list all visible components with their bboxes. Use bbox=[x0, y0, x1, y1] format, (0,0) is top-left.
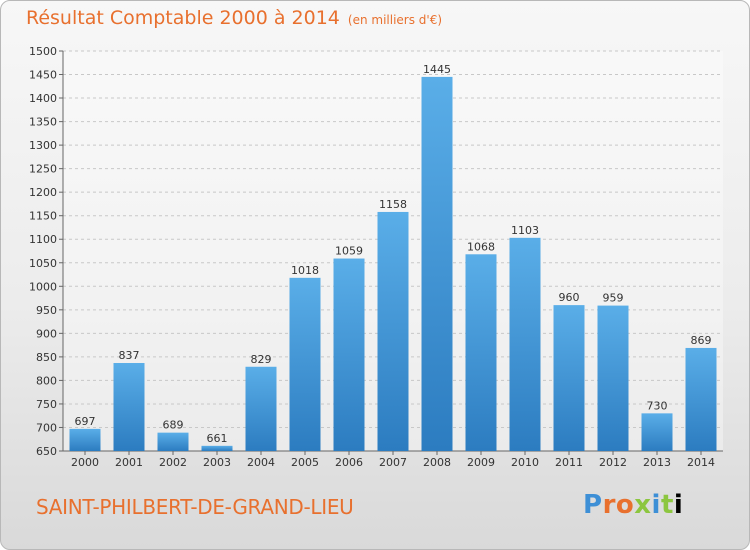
x-tick-label: 2013 bbox=[643, 456, 671, 469]
chart-title: Résultat Comptable 2000 à 2014 (en millie… bbox=[26, 7, 442, 29]
y-tick-label: 750 bbox=[36, 398, 57, 411]
x-tick-label: 2009 bbox=[467, 456, 495, 469]
bar bbox=[685, 347, 717, 451]
y-tick-label: 900 bbox=[36, 327, 57, 340]
y-tick-label: 850 bbox=[36, 351, 57, 364]
data-label: 689 bbox=[163, 419, 184, 432]
commune-name: SAINT-PHILBERT-DE-GRAND-LIEU bbox=[36, 495, 354, 519]
y-tick-label: 1150 bbox=[29, 210, 57, 223]
bar bbox=[289, 277, 321, 451]
y-tick-label: 950 bbox=[36, 304, 57, 317]
data-label: 661 bbox=[207, 432, 228, 445]
y-tick-label: 1250 bbox=[29, 163, 57, 176]
y-tick-label: 1500 bbox=[29, 45, 57, 58]
data-label: 1068 bbox=[467, 240, 495, 253]
bar bbox=[465, 254, 497, 451]
data-label: 959 bbox=[603, 292, 624, 305]
logo-letter: t bbox=[660, 490, 674, 520]
data-label: 960 bbox=[559, 291, 580, 304]
y-tick-label: 1300 bbox=[29, 139, 57, 152]
data-label: 697 bbox=[75, 415, 96, 428]
x-axis: 2000 2001 2002 2003 2004 2005 2006 2007 2008 2009… bbox=[63, 450, 723, 469]
logo-letter: i bbox=[673, 490, 684, 520]
data-label: 1158 bbox=[379, 198, 407, 211]
x-tick-label: 2001 bbox=[115, 456, 143, 469]
x-tick-label: 2011 bbox=[555, 456, 583, 469]
y-tick-label: 1050 bbox=[29, 257, 57, 270]
logo-letter: P bbox=[583, 490, 603, 520]
data-label: 1103 bbox=[511, 224, 539, 237]
logo-letter: o bbox=[615, 490, 635, 520]
x-tick-label: 2012 bbox=[599, 456, 627, 469]
bar bbox=[157, 432, 189, 451]
y-tick-label: 1350 bbox=[29, 116, 57, 129]
bar bbox=[113, 363, 145, 451]
y-tick-label: 1450 bbox=[29, 69, 57, 82]
data-label: 837 bbox=[119, 349, 140, 362]
x-tick-label: 2007 bbox=[379, 456, 407, 469]
bar bbox=[333, 258, 365, 451]
logo-letter: x bbox=[634, 490, 652, 520]
bar bbox=[509, 237, 541, 451]
data-label: 869 bbox=[691, 334, 712, 347]
chart-unit: (en milliers d'€) bbox=[347, 13, 443, 27]
x-tick-label: 2006 bbox=[335, 456, 363, 469]
y-tick-label: 1400 bbox=[29, 92, 57, 105]
data-label: 1018 bbox=[291, 264, 319, 277]
logo-letter: r bbox=[602, 490, 616, 520]
x-tick-label: 2014 bbox=[687, 456, 715, 469]
x-tick-label: 2002 bbox=[159, 456, 187, 469]
bar bbox=[245, 366, 277, 451]
y-axis: 650 700 750 800 850 900 950 1000 1050 1100 1150 120… bbox=[29, 45, 64, 458]
data-label: 829 bbox=[251, 353, 272, 366]
x-tick-label: 2003 bbox=[203, 456, 231, 469]
y-tick-label: 700 bbox=[36, 421, 57, 434]
x-tick-label: 2008 bbox=[423, 456, 451, 469]
y-tick-label: 800 bbox=[36, 374, 57, 387]
bar bbox=[641, 413, 673, 451]
bar bbox=[553, 305, 585, 451]
y-tick-label: 1200 bbox=[29, 186, 57, 199]
x-tick-label: 2004 bbox=[247, 456, 275, 469]
bar bbox=[201, 445, 233, 451]
x-tick-label: 2010 bbox=[511, 456, 539, 469]
data-labels: 697 837 689 661 829 1018 1059 1158 1445 1068 1103 9… bbox=[75, 63, 712, 445]
x-tick-label: 2000 bbox=[71, 456, 99, 469]
x-tick-label: 2005 bbox=[291, 456, 319, 469]
proxiti-logo: Proxiti bbox=[583, 490, 683, 520]
y-tick-label: 650 bbox=[36, 445, 57, 458]
bar bbox=[421, 76, 453, 451]
data-label: 730 bbox=[647, 399, 668, 412]
y-tick-label: 1000 bbox=[29, 280, 57, 293]
data-label: 1059 bbox=[335, 245, 363, 258]
logo-letter: i bbox=[651, 490, 661, 520]
bar bbox=[597, 305, 629, 451]
bar bbox=[69, 428, 101, 451]
bars bbox=[69, 76, 717, 451]
y-tick-label: 1100 bbox=[29, 233, 57, 246]
bar bbox=[377, 211, 409, 451]
data-label: 1445 bbox=[423, 63, 451, 76]
chart-title-text: Résultat Comptable 2000 à 2014 bbox=[26, 7, 340, 29]
